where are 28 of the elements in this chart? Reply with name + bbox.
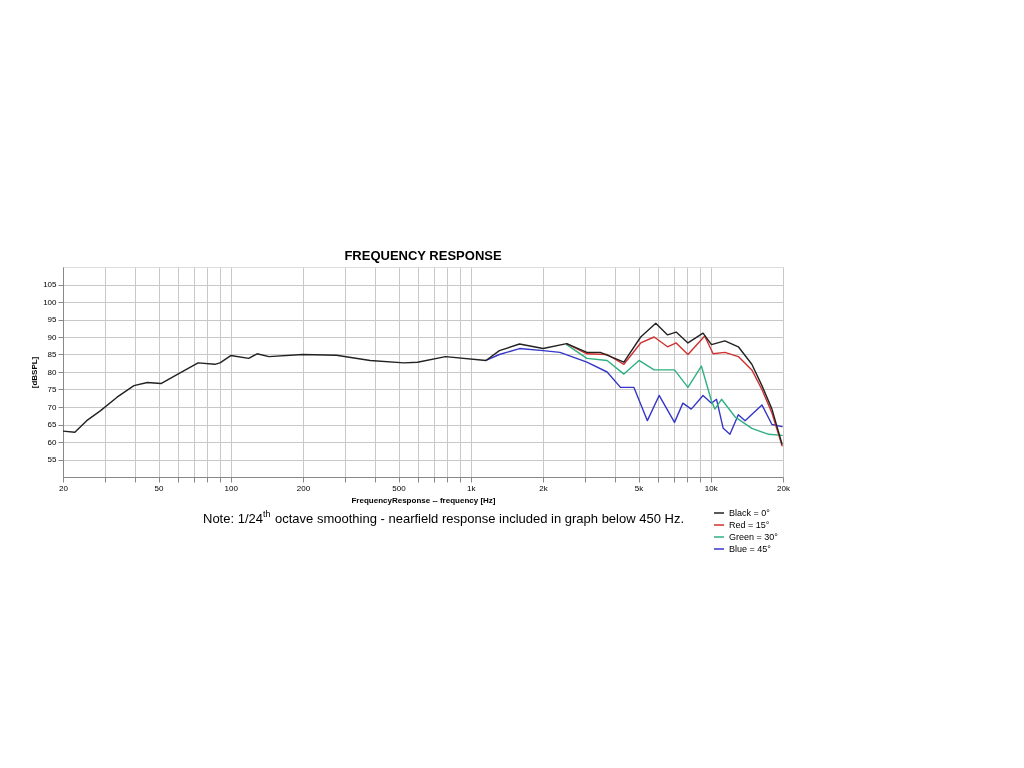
y-tick-label: 95 (47, 315, 58, 324)
y-tick-label: 100 (43, 297, 58, 307)
legend-label: Blue = 45° (729, 544, 772, 554)
x-tick-label: 50 (154, 483, 164, 493)
y-tick-label: 90 (47, 332, 58, 342)
x-tick-label: 500 (392, 483, 407, 493)
x-tick-label: 100 (224, 483, 239, 493)
legend-label: Black = 0° (729, 508, 771, 518)
x-tick-label: 2k (539, 483, 549, 493)
y-tick-label: 105 (43, 280, 58, 289)
x-axis-title: FrequencyResponse -- frequency [Hz] (351, 495, 496, 505)
legend-label: Green = 30° (729, 532, 779, 542)
x-tick-label: 200 (296, 483, 311, 493)
y-tick-label: 85 (47, 350, 58, 359)
chart-title: FREQUENCY RESPONSE (344, 248, 502, 263)
x-tick-label: 20k (777, 483, 791, 493)
y-tick-label: 70 (47, 402, 58, 412)
y-tick-label: 60 (47, 437, 58, 447)
y-axis-title: [dBSPL] (30, 356, 40, 389)
y-tick-label: 55 (47, 455, 58, 464)
y-tick-label: 65 (47, 420, 58, 429)
x-tick-label: 20 (59, 483, 69, 493)
y-tick-label: 80 (47, 367, 58, 377)
x-tick-label: 1k (467, 483, 477, 493)
legend-label: Red = 15° (729, 520, 770, 530)
x-tick-label: 10k (704, 483, 719, 493)
y-tick-label: 75 (47, 385, 58, 394)
x-tick-label: 5k (634, 483, 645, 493)
